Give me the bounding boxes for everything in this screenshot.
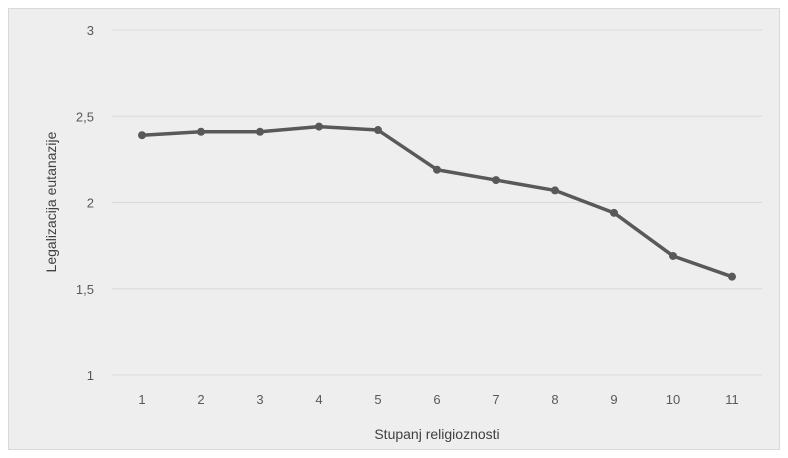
- x-tick-label: 4: [315, 392, 322, 407]
- x-tick-label: 11: [725, 392, 739, 407]
- x-tick-label: 7: [492, 392, 499, 407]
- data-point: [433, 165, 441, 174]
- chart-area: [8, 8, 780, 450]
- x-tick-label: 9: [610, 392, 617, 407]
- y-tick-label: 3: [87, 23, 94, 38]
- y-tick-label: 2,5: [76, 109, 94, 124]
- data-point: [138, 131, 146, 140]
- x-tick-label: 5: [374, 392, 381, 407]
- series-line: [140, 124, 734, 279]
- data-point: [315, 122, 323, 131]
- y-axis-ticks: 1 1,5 2 2,5 3: [76, 23, 94, 383]
- data-point: [197, 127, 205, 136]
- data-point: [492, 176, 500, 185]
- data-point: [610, 208, 618, 217]
- gridlines: [112, 29, 762, 376]
- y-axis-title: Legalizacija eutanazije: [43, 131, 59, 272]
- x-tick-label: 3: [256, 392, 263, 407]
- x-tick-label: 6: [433, 392, 440, 407]
- data-point: [551, 186, 559, 195]
- x-tick-label: 8: [551, 392, 558, 407]
- x-tick-label: 2: [197, 392, 204, 407]
- y-tick-label: 2: [87, 196, 94, 211]
- data-point: [669, 251, 677, 260]
- x-axis-ticks: 1 2 3 4 5 6 7 8 9 10 11: [138, 392, 738, 407]
- data-point: [728, 272, 736, 281]
- x-tick-label: 1: [138, 392, 145, 407]
- y-tick-label: 1: [87, 368, 94, 383]
- y-tick-label: 1,5: [76, 282, 94, 297]
- x-tick-label: 10: [666, 392, 680, 407]
- x-axis-title: Stupanj religioznosti: [374, 426, 499, 442]
- series-layer: [138, 122, 736, 281]
- data-point: [374, 126, 382, 135]
- data-point: [256, 127, 264, 136]
